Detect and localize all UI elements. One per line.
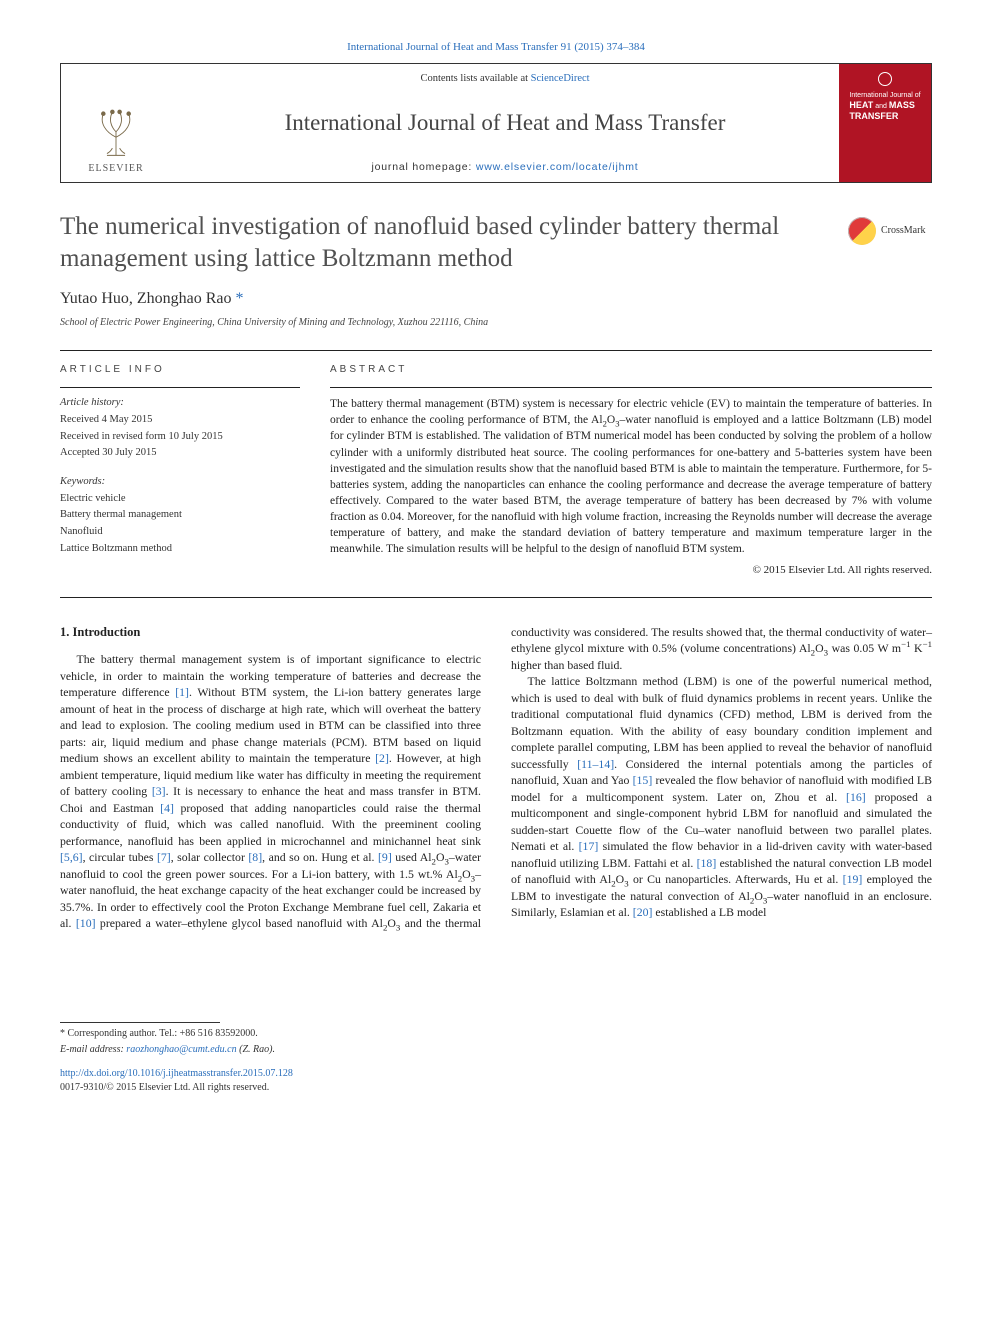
keyword: Lattice Boltzmann method xyxy=(60,542,300,557)
cover-subtitle: International Journal of xyxy=(849,92,920,100)
keyword: Electric vehicle xyxy=(60,492,300,507)
ref-link[interactable]: [19] xyxy=(843,872,863,886)
email-label: E-mail address: xyxy=(60,1044,126,1055)
rule-info xyxy=(60,387,300,388)
crossmark-widget[interactable]: CrossMark xyxy=(848,211,932,245)
history-label: Article history: xyxy=(60,396,300,411)
article-info: article info Article history: Received 4… xyxy=(60,363,300,578)
rule-top xyxy=(60,350,932,351)
ref-link[interactable]: [7] xyxy=(157,850,171,864)
ref-link[interactable]: [16] xyxy=(846,790,866,804)
rule-bottom xyxy=(60,597,932,598)
ref-link[interactable]: [20] xyxy=(633,905,653,919)
homepage-link[interactable]: www.elsevier.com/locate/ijhmt xyxy=(476,161,639,173)
cover-badge-icon xyxy=(878,72,892,86)
journal-homepage: journal homepage: www.elsevier.com/locat… xyxy=(181,160,829,175)
publisher-name: ELSEVIER xyxy=(88,162,143,176)
ref-link[interactable]: [2] xyxy=(375,751,389,765)
publisher-block: ELSEVIER xyxy=(61,64,171,182)
ref-link[interactable]: [8] xyxy=(248,850,262,864)
received-date: Received 4 May 2015 xyxy=(60,413,300,428)
rule-abstract xyxy=(330,387,932,388)
contents-prefix: Contents lists available at xyxy=(420,73,530,84)
affiliation: School of Electric Power Engineering, Ch… xyxy=(60,316,932,330)
authors: Yutao Huo, Zhonghao Rao * xyxy=(60,288,932,310)
revised-date: Received in revised form 10 July 2015 xyxy=(60,430,300,445)
corr-note-prefix: * Corresponding author. Tel.: xyxy=(60,1028,180,1039)
ref-link[interactable]: [10] xyxy=(76,916,96,930)
ref-link[interactable]: [5,6] xyxy=(60,850,83,864)
abstract-head: abstract xyxy=(330,363,932,377)
body-text: 1. Introduction The battery thermal mana… xyxy=(60,624,932,932)
footnote-rule xyxy=(60,1022,220,1023)
email-suffix: (Z. Rao). xyxy=(237,1044,275,1055)
keywords-label: Keywords: xyxy=(60,475,300,490)
elsevier-tree-icon xyxy=(86,100,146,160)
ref-link[interactable]: [3] xyxy=(152,784,166,798)
abstract-text: The battery thermal management (BTM) sys… xyxy=(330,396,932,557)
citation-link[interactable]: International Journal of Heat and Mass T… xyxy=(347,41,645,53)
ref-link[interactable]: [11–14] xyxy=(577,757,614,771)
ref-link[interactable]: [18] xyxy=(697,856,717,870)
corr-email-link[interactable]: raozhonghao@cumt.edu.cn xyxy=(126,1044,236,1055)
corr-phone: +86 516 83592000. xyxy=(180,1028,258,1039)
ref-link[interactable]: [9] xyxy=(378,850,392,864)
footer: * Corresponding author. Tel.: +86 516 83… xyxy=(60,1022,932,1095)
ref-link[interactable]: [15] xyxy=(633,773,653,787)
keyword: Nanofluid xyxy=(60,525,300,540)
journal-name: International Journal of Heat and Mass T… xyxy=(181,107,829,139)
cover-heat: HEAT xyxy=(849,100,873,110)
doi-link[interactable]: http://dx.doi.org/10.1016/j.ijheatmasstr… xyxy=(60,1068,293,1079)
homepage-prefix: journal homepage: xyxy=(372,161,476,173)
crossmark-icon xyxy=(848,217,876,245)
ref-link[interactable]: [17] xyxy=(579,839,599,853)
issn-line: 0017-9310/© 2015 Elsevier Ltd. All right… xyxy=(60,1081,932,1095)
copyright: © 2015 Elsevier Ltd. All rights reserved… xyxy=(330,563,932,578)
journal-cover-thumb: International Journal of HEAT and MASS T… xyxy=(839,64,931,182)
masthead: ELSEVIER Contents lists available at Sci… xyxy=(60,63,932,183)
keyword: Battery thermal management xyxy=(60,508,300,523)
cover-transfer: TRANSFER xyxy=(849,111,898,121)
contents-line: Contents lists available at ScienceDirec… xyxy=(181,72,829,87)
ref-link[interactable]: [4] xyxy=(160,801,174,815)
article-info-head: article info xyxy=(60,363,300,377)
crossmark-label: CrossMark xyxy=(881,224,925,238)
sciencedirect-link[interactable]: ScienceDirect xyxy=(531,73,590,84)
corresponding-mark[interactable]: * xyxy=(236,290,244,307)
abstract-block: abstract The battery thermal management … xyxy=(330,363,932,578)
author-names: Yutao Huo, Zhonghao Rao xyxy=(60,290,232,307)
article-title: The numerical investigation of nanofluid… xyxy=(60,211,834,274)
cover-mass: MASS xyxy=(889,100,915,110)
section-heading: 1. Introduction xyxy=(60,624,481,642)
cover-and: and xyxy=(875,103,887,110)
ref-link[interactable]: [1] xyxy=(175,685,189,699)
accepted-date: Accepted 30 July 2015 xyxy=(60,446,300,461)
